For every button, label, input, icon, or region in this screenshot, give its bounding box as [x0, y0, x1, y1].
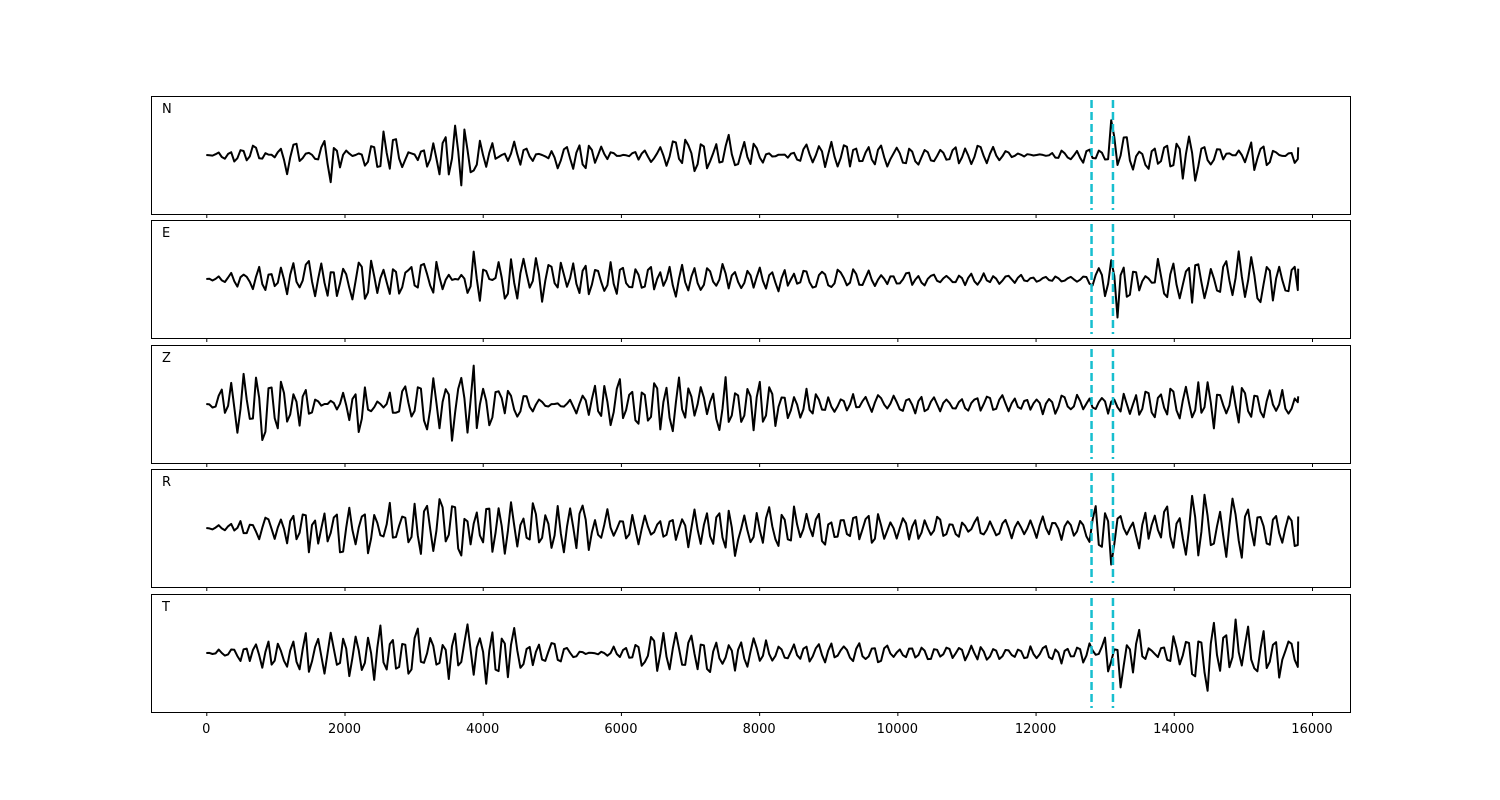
panel-label: T — [161, 600, 170, 615]
panel-label: N — [162, 102, 172, 117]
panel-e: E — [151, 220, 1351, 342]
panel-frame — [151, 96, 1351, 215]
trace-r — [206, 493, 1300, 566]
x-tick-label: 6000 — [604, 722, 637, 737]
panel-frame — [151, 469, 1351, 588]
panel-label: Z — [162, 351, 171, 366]
x-tick-label: 0 — [202, 722, 210, 737]
panel-z: Z — [151, 345, 1351, 467]
trace-z — [206, 364, 1300, 442]
x-tick-label: 2000 — [328, 722, 361, 737]
panel-label: R — [162, 475, 171, 490]
x-tick-label: 16000 — [1291, 722, 1332, 737]
x-tick-label: 10000 — [877, 722, 918, 737]
trace-e — [206, 250, 1300, 319]
panel-n: N — [151, 96, 1351, 218]
trace-t — [206, 618, 1300, 692]
panel-t: T — [151, 594, 1351, 716]
x-axis: 0 2000 4000 6000 8000 10000 12000 14000 16000 — [202, 722, 1333, 737]
x-tick-label: 14000 — [1153, 722, 1194, 737]
panel-frame — [151, 220, 1351, 339]
trace-panels: N E Z R T — [151, 96, 1351, 716]
panel-frame — [151, 594, 1351, 713]
panel-r: R — [151, 469, 1351, 591]
x-tick-label: 12000 — [1015, 722, 1056, 737]
trace-n — [206, 119, 1300, 187]
x-tick-label: 8000 — [743, 722, 776, 737]
x-tick-label: 4000 — [466, 722, 499, 737]
panel-frame — [151, 345, 1351, 464]
panel-label: E — [162, 226, 170, 241]
